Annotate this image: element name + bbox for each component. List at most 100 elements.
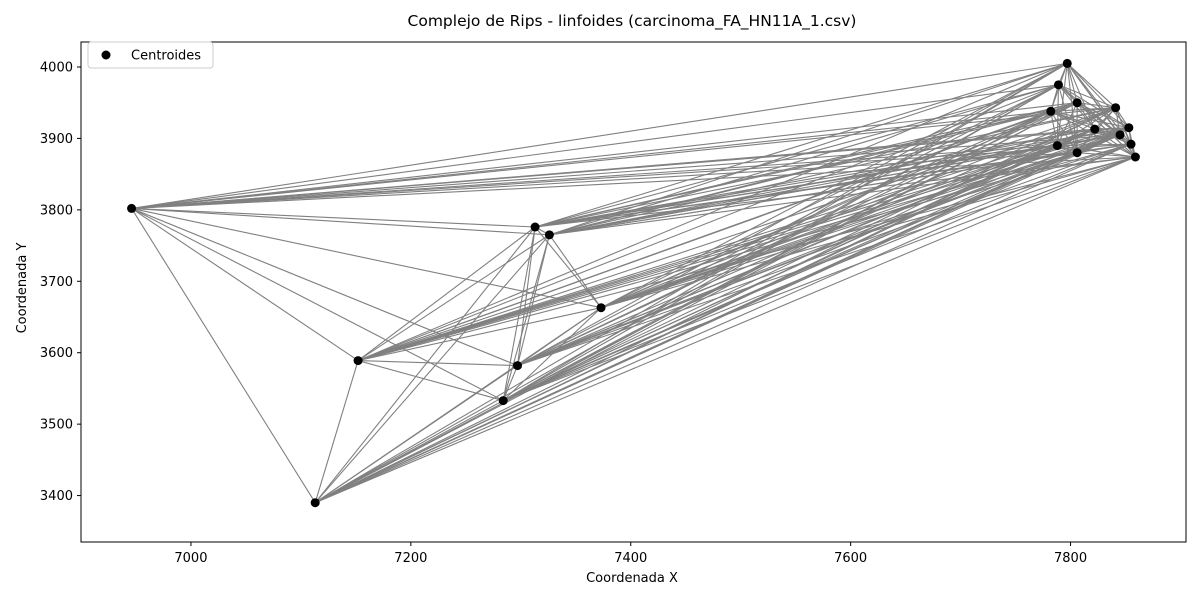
- edge-line: [600, 156, 1136, 309]
- edge-line: [131, 134, 1121, 209]
- points-layer: [127, 58, 1140, 508]
- edge-line: [534, 62, 1068, 228]
- centroid-point: [498, 396, 508, 406]
- edge-line: [517, 156, 1136, 367]
- centroid-point: [1126, 139, 1136, 149]
- edge-line: [549, 127, 1129, 236]
- y-tick-label: 3900: [40, 132, 73, 147]
- edge-line: [314, 234, 550, 504]
- edge-line: [131, 102, 1078, 209]
- edge-line: [517, 143, 1132, 367]
- x-tick-label: 7600: [834, 551, 867, 566]
- edge-line: [357, 145, 1058, 362]
- x-tick-label: 7200: [394, 551, 427, 566]
- edge-line: [357, 62, 1068, 362]
- edge-line: [1094, 127, 1129, 130]
- edge-line: [517, 134, 1121, 367]
- centroid-point: [1115, 130, 1125, 140]
- edge-line: [314, 107, 1116, 504]
- edge-line: [600, 143, 1132, 309]
- edge-line: [548, 234, 602, 309]
- edge-line: [1057, 128, 1095, 147]
- legend: Centroides: [87, 41, 214, 69]
- edge-line: [1056, 84, 1060, 146]
- edge-line: [131, 207, 518, 367]
- edge-line: [1057, 107, 1116, 147]
- edge-line: [131, 127, 1129, 209]
- edge-line: [1057, 127, 1129, 147]
- y-axis-label: Coordenada Y: [15, 243, 30, 334]
- edge-line: [314, 156, 1136, 504]
- edge-line: [314, 226, 536, 504]
- edge-line: [357, 307, 602, 362]
- centroid-point: [127, 203, 137, 213]
- edge-line: [131, 207, 504, 402]
- edge-line: [131, 208, 316, 504]
- edge-line: [1076, 102, 1136, 158]
- edge-line: [1094, 107, 1117, 130]
- centroid-point: [1052, 141, 1062, 151]
- edge-line: [549, 143, 1132, 236]
- edge-line: [131, 145, 1058, 209]
- edge-line: [502, 226, 536, 401]
- edge-line: [131, 207, 359, 362]
- centroid-point: [1072, 98, 1082, 108]
- edge-line: [1057, 145, 1136, 158]
- edge-line: [357, 102, 1078, 362]
- edge-line: [549, 102, 1078, 236]
- edge-line: [534, 226, 602, 309]
- centroid-point: [1072, 148, 1082, 158]
- edge-line: [1050, 111, 1058, 146]
- edge-line: [517, 128, 1095, 367]
- centroid-point: [1111, 103, 1121, 113]
- x-tick-label: 7800: [1054, 551, 1087, 566]
- edge-line: [517, 110, 1051, 367]
- edge-line: [131, 152, 1078, 209]
- edge-line: [503, 143, 1132, 402]
- edges-layer: [131, 62, 1136, 504]
- edge-line: [1076, 102, 1096, 130]
- centroid-point: [353, 356, 363, 366]
- chart-title: Complejo de Rips - linfoides (carcinoma_…: [408, 12, 857, 31]
- edge-line: [357, 128, 1095, 362]
- edge-line: [502, 62, 1068, 402]
- edge-line: [357, 84, 1059, 362]
- edge-line: [503, 156, 1136, 402]
- edge-line: [549, 84, 1059, 236]
- edge-line: [549, 128, 1095, 236]
- edge-line: [1077, 102, 1116, 109]
- edge-line: [600, 134, 1121, 309]
- edge-line: [131, 62, 1068, 209]
- x-axis-label: Coordenada X: [586, 571, 678, 586]
- edge-line: [502, 128, 1095, 402]
- edge-line: [534, 128, 1095, 228]
- edge-line: [131, 207, 536, 228]
- edge-line: [1115, 107, 1121, 135]
- edge-line: [1066, 63, 1117, 109]
- plot-frame: [80, 41, 1187, 543]
- edge-line: [1094, 128, 1136, 158]
- x-tick-label: 7400: [614, 551, 647, 566]
- edge-line: [600, 107, 1116, 309]
- edge-line: [549, 156, 1136, 236]
- centroid-point: [596, 303, 606, 313]
- edge-line: [357, 226, 536, 362]
- edge-line: [131, 84, 1059, 209]
- centroid-point: [1124, 123, 1134, 133]
- y-tick-label: 3500: [40, 418, 73, 433]
- centroid-point: [1046, 106, 1056, 116]
- edge-line: [1076, 102, 1130, 129]
- edge-line: [1056, 63, 1068, 146]
- edge-line: [357, 127, 1129, 362]
- edge-line: [516, 226, 536, 366]
- edge-line: [1050, 110, 1121, 136]
- edge-line: [357, 234, 550, 362]
- edge-line: [517, 127, 1130, 367]
- edge-line: [517, 307, 602, 367]
- edge-line: [1066, 63, 1078, 103]
- y-tick-label: 3600: [40, 346, 73, 361]
- edge-line: [600, 102, 1078, 309]
- edge-line: [502, 234, 550, 401]
- edge-line: [131, 207, 550, 236]
